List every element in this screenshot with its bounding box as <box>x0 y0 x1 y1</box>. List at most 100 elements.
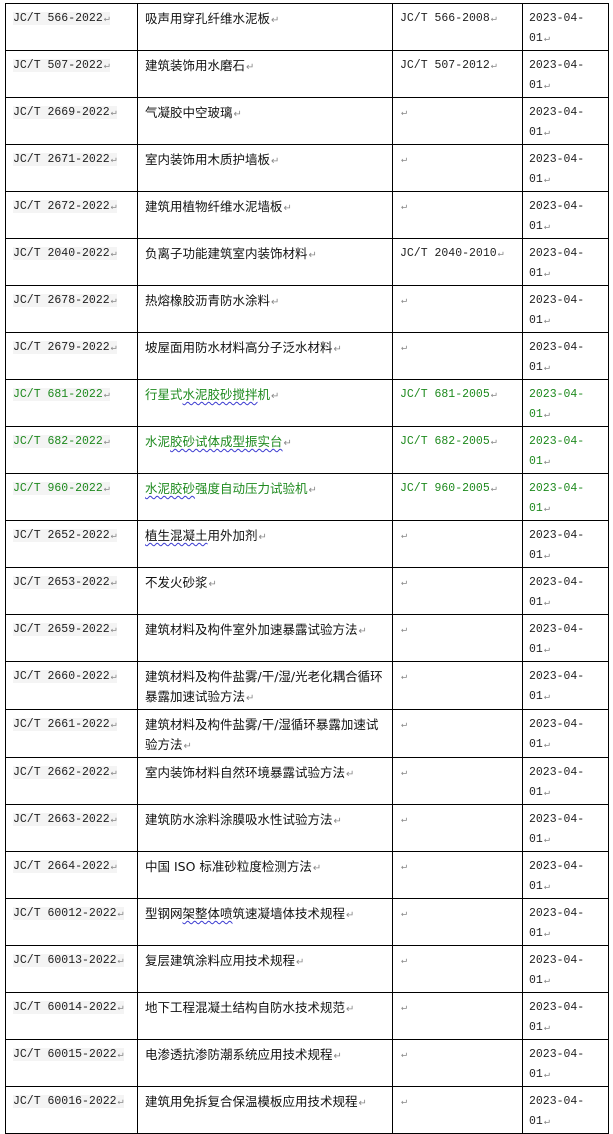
standard-name-cell[interactable]: 水泥胶砂试体成型振实台 <box>137 426 393 474</box>
standard-code-cell[interactable]: JC/T 60015-2022 <box>5 1039 138 1087</box>
standard-code-cell[interactable]: JC/T 60016-2022 <box>5 1086 138 1134</box>
effective-date-cell[interactable]: 2023-04-01 <box>522 285 609 333</box>
table-row: JC/T 2678-2022 热熔橡胶沥青防水涂料 2023-04-01 <box>5 285 609 333</box>
replaced-standard-cell[interactable] <box>392 757 523 805</box>
standard-code-cell[interactable]: JC/T 2652-2022 <box>5 520 138 568</box>
standard-name-cell[interactable]: 建筑用免拆复合保温模板应用技术规程 <box>137 1086 393 1134</box>
standard-code-cell[interactable]: JC/T 2679-2022 <box>5 332 138 380</box>
replaced-standard-cell[interactable] <box>392 191 523 239</box>
effective-date-cell[interactable]: 2023-04-01 <box>522 97 609 145</box>
standard-code-cell[interactable]: JC/T 2040-2022 <box>5 238 138 286</box>
standard-name-cell[interactable]: 负离子功能建筑室内装饰材料 <box>137 238 393 286</box>
standard-name-cell[interactable]: 建筑材料及构件室外加速暴露试验方法 <box>137 614 393 662</box>
replaced-standard-cell[interactable] <box>392 945 523 993</box>
standard-name-cell[interactable]: 热熔橡胶沥青防水涂料 <box>137 285 393 333</box>
replaced-standard-cell[interactable] <box>392 1039 523 1087</box>
replaced-standard-cell[interactable] <box>392 285 523 333</box>
effective-date-cell[interactable]: 2023-04-01 <box>522 520 609 568</box>
standard-code-cell[interactable]: JC/T 681-2022 <box>5 379 138 427</box>
standard-code-cell[interactable]: JC/T 2659-2022 <box>5 614 138 662</box>
standard-code-cell[interactable]: JC/T 60013-2022 <box>5 945 138 993</box>
effective-date-cell[interactable]: 2023-04-01 <box>522 144 609 192</box>
standard-code-cell[interactable]: JC/T 60012-2022 <box>5 898 138 946</box>
replaced-standard-cell[interactable]: JC/T 566-2008 <box>392 3 523 51</box>
effective-date-cell[interactable]: 2023-04-01 <box>522 1086 609 1134</box>
standard-name-cell[interactable]: 复层建筑涂料应用技术规程 <box>137 945 393 993</box>
effective-date-cell[interactable]: 2023-04-01 <box>522 709 609 758</box>
effective-date-cell[interactable]: 2023-04-01 <box>522 238 609 286</box>
replaced-standard-cell[interactable] <box>392 614 523 662</box>
effective-date-cell[interactable]: 2023-04-01 <box>522 332 609 380</box>
standard-name-cell[interactable]: 室内装饰材料自然环境暴露试验方法 <box>137 757 393 805</box>
standard-name-cell[interactable]: 建筑材料及构件盐雾/干/湿/光老化耦合循环暴露加速试验方法 <box>137 661 393 710</box>
standard-code-cell[interactable]: JC/T 2664-2022 <box>5 851 138 899</box>
effective-date-cell[interactable]: 2023-04-01 <box>522 992 609 1040</box>
standard-code-cell[interactable]: JC/T 2672-2022 <box>5 191 138 239</box>
effective-date-cell[interactable]: 2023-04-01 <box>522 898 609 946</box>
effective-date-cell[interactable]: 2023-04-01 <box>522 3 609 51</box>
standard-name-cell[interactable]: 型钢网架整体喷筑速凝墙体技术规程 <box>137 898 393 946</box>
replaced-standard-cell[interactable] <box>392 992 523 1040</box>
effective-date-cell[interactable]: 2023-04-01 <box>522 851 609 899</box>
standard-name-cell[interactable]: 植生混凝土用外加剂 <box>137 520 393 568</box>
standard-name-cell[interactable]: 中国 ISO 标准砂粒度检测方法 <box>137 851 393 899</box>
standard-code-cell[interactable]: JC/T 2669-2022 <box>5 97 138 145</box>
standard-name-cell[interactable]: 坡屋面用防水材料高分子泛水材料 <box>137 332 393 380</box>
standard-name-cell[interactable]: 建筑用植物纤维水泥墙板 <box>137 191 393 239</box>
replaced-standard-cell[interactable] <box>392 851 523 899</box>
replaced-standard-cell[interactable]: JC/T 2040-2010 <box>392 238 523 286</box>
replaced-standard-cell[interactable] <box>392 144 523 192</box>
standard-code-cell[interactable]: JC/T 2671-2022 <box>5 144 138 192</box>
standard-code-cell[interactable]: JC/T 2661-2022 <box>5 709 138 758</box>
standard-name-cell[interactable]: 室内装饰用木质护墙板 <box>137 144 393 192</box>
effective-date-cell[interactable]: 2023-04-01 <box>522 661 609 710</box>
standard-name-cell[interactable]: 建筑材料及构件盐雾/干/湿循环暴露加速试验方法 <box>137 709 393 758</box>
replaced-standard-cell[interactable] <box>392 709 523 758</box>
effective-date-cell[interactable]: 2023-04-01 <box>522 191 609 239</box>
effective-date-cell[interactable]: 2023-04-01 <box>522 50 609 98</box>
replaced-standard-cell[interactable] <box>392 661 523 710</box>
standard-code-cell[interactable]: JC/T 2660-2022 <box>5 661 138 710</box>
effective-date-cell[interactable]: 2023-04-01 <box>522 757 609 805</box>
replaced-standard-cell[interactable] <box>392 898 523 946</box>
standard-code-cell[interactable]: JC/T 682-2022 <box>5 426 138 474</box>
standard-code-cell[interactable]: JC/T 960-2022 <box>5 473 138 521</box>
standard-code-cell[interactable]: JC/T 566-2022 <box>5 3 138 51</box>
effective-date-cell[interactable]: 2023-04-01 <box>522 426 609 474</box>
effective-date-cell[interactable]: 2023-04-01 <box>522 473 609 521</box>
effective-date-cell[interactable]: 2023-04-01 <box>522 614 609 662</box>
replaced-standard-cell[interactable] <box>392 567 523 615</box>
replaced-standard-cell[interactable]: JC/T 960-2005 <box>392 473 523 521</box>
standard-name-text: 建筑用植物纤维水泥墙板 <box>145 199 292 214</box>
standard-code-cell[interactable]: JC/T 2653-2022 <box>5 567 138 615</box>
replaced-standard-cell[interactable] <box>392 520 523 568</box>
standard-name-cell[interactable]: 地下工程混凝土结构自防水技术规范 <box>137 992 393 1040</box>
replaced-standard-cell[interactable] <box>392 1086 523 1134</box>
standard-code-cell[interactable]: JC/T 2678-2022 <box>5 285 138 333</box>
standard-name-cell[interactable]: 建筑防水涂料涂膜吸水性试验方法 <box>137 804 393 852</box>
standard-name-cell[interactable]: 电渗透抗渗防潮系统应用技术规程 <box>137 1039 393 1087</box>
replaced-standard-cell[interactable]: JC/T 682-2005 <box>392 426 523 474</box>
replaced-standard-cell[interactable] <box>392 97 523 145</box>
standard-code-cell[interactable]: JC/T 2663-2022 <box>5 804 138 852</box>
standard-name-cell[interactable]: 气凝胶中空玻璃 <box>137 97 393 145</box>
standard-name-cell[interactable]: 吸声用穿孔纤维水泥板 <box>137 3 393 51</box>
effective-date-cell[interactable]: 2023-04-01 <box>522 567 609 615</box>
standard-name-cell[interactable]: 建筑装饰用水磨石 <box>137 50 393 98</box>
standard-name-cell[interactable]: 行星式水泥胶砂搅拌机 <box>137 379 393 427</box>
replaced-standard-cell[interactable]: JC/T 507-2012 <box>392 50 523 98</box>
standard-code-cell[interactable]: JC/T 60014-2022 <box>5 992 138 1040</box>
replaced-standard-cell[interactable] <box>392 332 523 380</box>
effective-date-cell[interactable]: 2023-04-01 <box>522 945 609 993</box>
effective-date-cell[interactable]: 2023-04-01 <box>522 804 609 852</box>
standard-code-cell[interactable]: JC/T 2662-2022 <box>5 757 138 805</box>
standard-name-cell[interactable]: 不发火砂浆 <box>137 567 393 615</box>
replaced-standard-cell[interactable] <box>392 804 523 852</box>
standard-name-cell[interactable]: 水泥胶砂强度自动压力试验机 <box>137 473 393 521</box>
effective-date-cell[interactable]: 2023-04-01 <box>522 379 609 427</box>
effective-date-cell[interactable]: 2023-04-01 <box>522 1039 609 1087</box>
replaced-standard-text <box>400 907 407 920</box>
effective-date-text: 2023-04-01 <box>529 766 584 799</box>
replaced-standard-cell[interactable]: JC/T 681-2005 <box>392 379 523 427</box>
standard-code-cell[interactable]: JC/T 507-2022 <box>5 50 138 98</box>
